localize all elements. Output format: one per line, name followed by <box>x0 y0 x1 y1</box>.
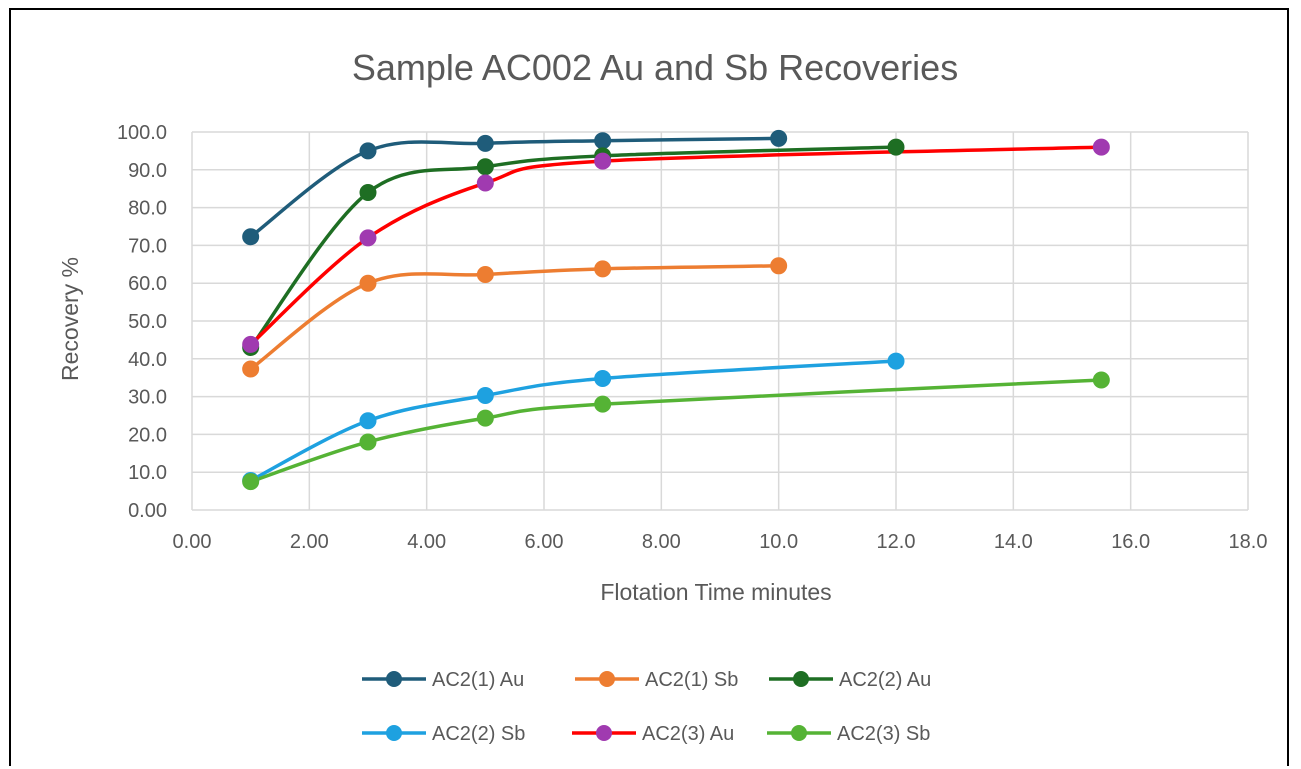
data-point-series-0 <box>359 142 377 160</box>
data-point-series-4 <box>242 335 260 353</box>
legend-marker-0 <box>386 671 402 687</box>
y-tick-label: 50.0 <box>128 311 167 333</box>
legend-marker-4 <box>596 725 612 741</box>
series-line-2 <box>249 145 897 349</box>
series-line-4 <box>249 145 1102 346</box>
data-point-series-3 <box>887 352 905 370</box>
series-line-3 <box>249 359 897 483</box>
x-tick-label: 4.00 <box>407 531 446 553</box>
y-tick-label: 40.0 <box>128 349 167 371</box>
series-points <box>242 129 1110 491</box>
series-line-1 <box>249 264 779 371</box>
data-point-series-3 <box>594 369 612 387</box>
y-tick-label: 60.0 <box>128 273 167 295</box>
data-point-series-5 <box>1092 371 1110 389</box>
data-point-series-5 <box>476 409 494 427</box>
x-axis-title: Flotation Time minutes <box>600 579 831 605</box>
chart-frame <box>9 8 1289 766</box>
data-point-series-3 <box>476 386 494 404</box>
chart-title: Sample AC002 Au and Sb Recoveries <box>352 47 958 88</box>
y-tick-label: 80.0 <box>128 198 167 220</box>
data-point-series-0 <box>770 129 788 147</box>
data-point-series-1 <box>770 257 788 275</box>
data-point-series-4 <box>594 152 612 170</box>
grid <box>191 131 1249 511</box>
x-tick-label: 16.0 <box>1111 531 1150 553</box>
data-point-series-4 <box>359 229 377 247</box>
data-point-series-5 <box>594 395 612 413</box>
series-line-5 <box>250 378 1102 484</box>
x-tick-labels: 0.00 2.00 4.00 6.00 8.00 10.0 12.0 14.0 16.0 18.0 <box>173 531 1268 553</box>
data-point-series-3 <box>359 412 377 430</box>
data-point-series-1 <box>242 360 260 378</box>
x-tick-label: 0.00 <box>173 531 212 553</box>
data-point-series-4 <box>1092 138 1110 156</box>
y-tick-labels: 0.00 10.0 20.0 30.0 40.0 50.0 60.0 70.0 80.0 90.0… <box>117 122 167 522</box>
x-tick-label: 6.00 <box>525 531 564 553</box>
x-tick-label: 14.0 <box>994 531 1033 553</box>
y-tick-label: 10.0 <box>128 462 167 484</box>
legend-label-5: AC2(3) Sb <box>837 723 930 745</box>
legend-marker-1 <box>599 671 615 687</box>
x-tick-label: 18.0 <box>1229 531 1268 553</box>
data-point-series-0 <box>594 132 612 150</box>
data-point-series-1 <box>476 266 494 284</box>
data-point-series-0 <box>242 228 260 246</box>
y-tick-label: 100.0 <box>117 122 167 144</box>
legend-label-4: AC2(3) Au <box>642 723 734 745</box>
x-tick-label: 2.00 <box>290 531 329 553</box>
legend-label-2: AC2(2) Au <box>839 669 931 691</box>
y-tick-label: 0.00 <box>128 500 167 522</box>
y-tick-label: 70.0 <box>128 235 167 257</box>
legend: AC2(1) Au AC2(1) Sb AC2(2) Au AC2(2) Sb AC2(… <box>362 669 931 745</box>
data-point-series-2 <box>359 183 377 201</box>
legend-marker-2 <box>793 671 809 687</box>
data-point-series-5 <box>359 433 377 451</box>
data-point-series-5 <box>242 473 260 491</box>
y-axis-title: Recovery % <box>57 257 83 381</box>
data-point-series-1 <box>359 274 377 292</box>
legend-label-0: AC2(1) Au <box>432 669 524 691</box>
x-tick-label: 8.00 <box>642 531 681 553</box>
series-lines <box>249 136 1102 484</box>
legend-marker-3 <box>386 725 402 741</box>
legend-marker-5 <box>791 725 807 741</box>
legend-label-1: AC2(1) Sb <box>645 669 738 691</box>
legend-label-3: AC2(2) Sb <box>432 723 525 745</box>
x-tick-label: 12.0 <box>877 531 916 553</box>
x-tick-label: 10.0 <box>759 531 798 553</box>
data-point-series-1 <box>594 260 612 278</box>
data-point-series-2 <box>476 158 494 176</box>
data-point-series-4 <box>476 174 494 192</box>
y-tick-label: 20.0 <box>128 424 167 446</box>
data-point-series-0 <box>476 134 494 152</box>
y-tick-label: 90.0 <box>128 160 167 182</box>
y-tick-label: 30.0 <box>128 387 167 409</box>
data-point-series-2 <box>887 138 905 156</box>
